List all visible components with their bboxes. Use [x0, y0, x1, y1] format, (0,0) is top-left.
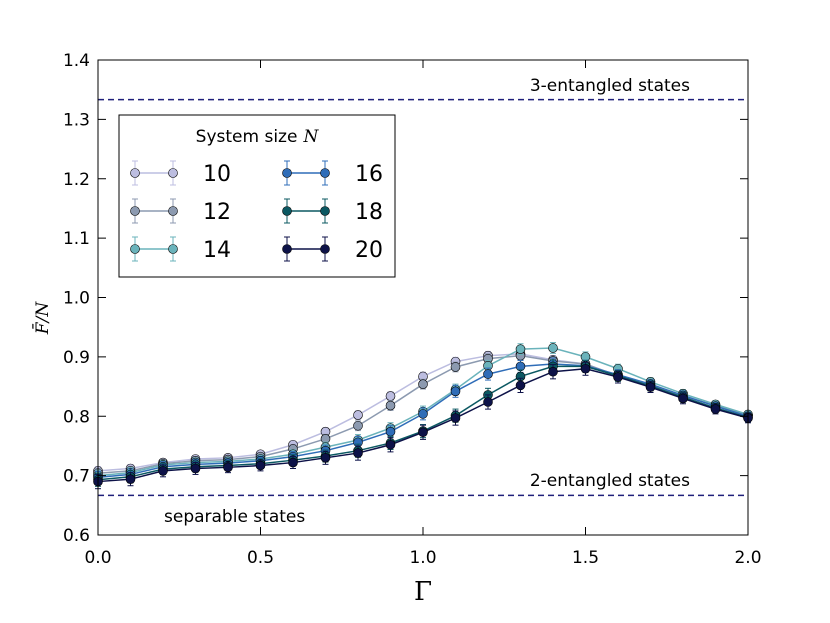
data-point	[450, 413, 461, 423]
legend-title-text: System size	[196, 127, 298, 147]
legend-marker	[320, 168, 330, 178]
x-axis-label: Γ	[414, 577, 432, 607]
legend-marker	[282, 206, 292, 216]
data-point	[353, 448, 363, 458]
legend-items: 10 12 14 16 18 20	[130, 160, 383, 263]
legend-entry-16: 16	[282, 160, 383, 187]
legend-entry-20: 20	[282, 236, 383, 263]
data-point	[353, 410, 363, 420]
data-point	[613, 372, 623, 382]
data-point	[255, 460, 266, 471]
data-point	[190, 463, 201, 474]
data-point	[548, 366, 558, 377]
data-point	[645, 382, 656, 392]
legend-label: 14	[203, 238, 231, 263]
data-point	[515, 344, 526, 354]
data-point	[483, 397, 493, 407]
ticks: 0.0 0.5 1.0 1.5 2.0 0.6 0.7 0.8 0.9 1.0 1.1 1.2 1.3 1…	[63, 51, 762, 568]
legend-marker	[282, 168, 292, 178]
legend-marker	[168, 244, 178, 254]
data-point	[385, 426, 396, 437]
x-tick-label: 0.0	[84, 548, 111, 568]
legend-entry-10: 10	[130, 160, 231, 187]
legend-label: 16	[355, 162, 383, 187]
y-tick-label: 1.0	[63, 289, 90, 309]
y-axis-label: F̄/N	[31, 301, 53, 336]
x-tick-label: 1.5	[572, 548, 599, 568]
y-tick-label: 0.8	[63, 407, 90, 427]
y-tick-label: 1.3	[63, 110, 90, 130]
legend-marker	[130, 244, 140, 254]
series-20	[93, 361, 753, 490]
data-point	[353, 420, 363, 431]
legend-marker	[130, 206, 140, 216]
data-point	[385, 439, 396, 450]
legend: System size N 10 12 14 16 18 20	[118, 114, 396, 278]
annotation-2-entangled: 2-entangled states	[530, 471, 690, 491]
legend-marker	[320, 244, 330, 254]
x-tick-label: 1.0	[409, 548, 436, 568]
data-point	[320, 453, 331, 463]
annotation-3-entangled: 3-entangled states	[530, 76, 690, 96]
data-point	[515, 380, 526, 391]
data-point	[483, 369, 493, 379]
data-point	[385, 391, 396, 401]
legend-marker	[282, 244, 292, 254]
legend-label: 18	[355, 200, 383, 225]
x-tick-label: 2.0	[734, 548, 761, 568]
legend-entry-18: 18	[282, 198, 383, 225]
legend-entry-12: 12	[130, 198, 231, 225]
y-tick-label: 0.7	[63, 467, 90, 487]
data-point	[580, 363, 591, 374]
data-point	[450, 386, 461, 397]
data-point	[223, 462, 233, 473]
data-point	[418, 409, 428, 419]
y-tick-label: 1.1	[63, 229, 90, 249]
data-point	[678, 393, 688, 404]
data-point	[418, 379, 428, 389]
legend-label: 20	[355, 238, 383, 263]
data-point	[548, 343, 558, 353]
data-point	[158, 466, 168, 476]
y-tick-label: 1.2	[63, 170, 90, 190]
data-point	[288, 457, 298, 468]
y-tick-label: 0.6	[63, 526, 90, 546]
annotation-separable: separable states	[164, 507, 305, 527]
x-tick-label: 0.5	[247, 548, 274, 568]
data-point	[125, 474, 136, 484]
legend-marker	[168, 206, 178, 216]
y-tick-label: 1.4	[63, 51, 90, 71]
legend-marker	[130, 168, 140, 178]
legend-marker	[168, 168, 178, 178]
data-point	[385, 400, 396, 411]
data-point	[450, 362, 461, 372]
legend-box	[118, 114, 396, 278]
legend-marker	[320, 206, 330, 216]
legend-entry-14: 14	[130, 236, 231, 263]
legend-label: 12	[203, 200, 231, 225]
data-point	[418, 427, 428, 438]
reference-lines	[98, 98, 748, 497]
legend-label: 10	[203, 162, 231, 187]
legend-title-var: N	[302, 127, 319, 147]
y-tick-label: 0.9	[63, 348, 90, 368]
data-point	[710, 404, 721, 414]
legend-title: System size N	[196, 127, 320, 147]
